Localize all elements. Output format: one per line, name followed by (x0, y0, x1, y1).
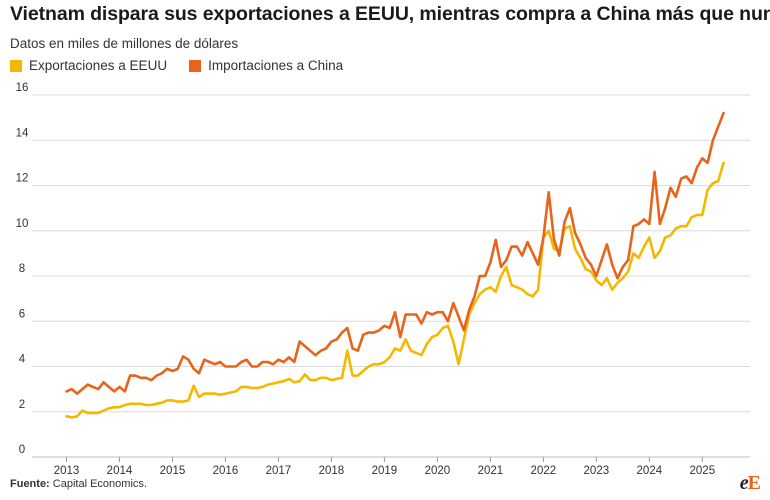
x-tick-label: 2013 (54, 465, 80, 477)
legend-item-imports: Importaciones a China (189, 58, 343, 73)
series-line-imports (65, 111, 725, 395)
x-tick-label: 2019 (372, 465, 398, 477)
legend-swatch-exports (10, 59, 22, 72)
x-tick-label: 2025 (690, 465, 716, 477)
x-tick-label: 2020 (425, 465, 451, 477)
y-tick-label: 16 (16, 82, 29, 94)
chart-subtitle: Datos en miles de millones de dólares (10, 36, 239, 51)
x-tick-label: 2023 (584, 465, 610, 477)
source-text: Capital Economics. (52, 478, 147, 490)
x-tick-label: 2018 (319, 465, 345, 477)
y-tick-label: 14 (16, 127, 29, 139)
publisher-logo: eE (739, 472, 761, 494)
x-tick-label: 2017 (266, 465, 292, 477)
legend-label-exports: Exportaciones a EEUU (29, 58, 168, 73)
y-tick-label: 4 (19, 354, 26, 366)
legend-swatch-imports (189, 59, 202, 72)
x-tick-label: 2016 (213, 465, 239, 477)
y-axis: 0 2 4 6 8 10 12 14 16 (16, 82, 29, 456)
x-tick-label: 2021 (478, 465, 504, 477)
y-tick-label: 2 (19, 399, 25, 411)
y-tick-label: 12 (16, 173, 29, 185)
chart-series (65, 111, 725, 419)
series-line-exports (65, 161, 725, 419)
chart-title: Vietnam dispara sus exportaciones a EEUU… (10, 3, 770, 25)
source-label: Fuente: (10, 478, 50, 490)
x-axis: 2013 2014 2015 2016 2017 2018 2019 2020 2021 2022… (54, 457, 715, 477)
y-tick-label: 8 (19, 263, 25, 275)
x-tick-label: 2024 (637, 465, 663, 477)
x-tick-label: 2014 (107, 465, 133, 477)
source-note: Fuente: Capital Economics. (10, 478, 147, 490)
x-tick-label: 2015 (160, 465, 186, 477)
legend-label-imports: Importaciones a China (208, 58, 344, 73)
y-tick-label: 10 (16, 218, 29, 230)
x-tick-label: 2022 (531, 465, 557, 477)
y-tick-label: 0 (19, 444, 25, 456)
legend-item-exports: Exportaciones a EEUU (10, 58, 167, 73)
y-tick-label: 6 (19, 308, 25, 320)
chart-legend: Exportaciones a EEUU Importaciones a Chi… (10, 58, 365, 73)
